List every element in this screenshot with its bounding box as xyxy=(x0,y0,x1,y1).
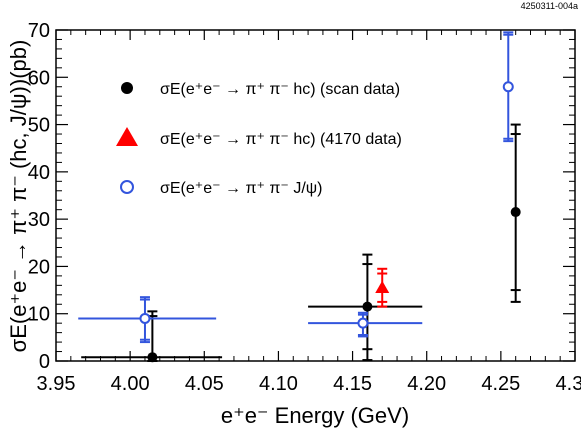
data-point xyxy=(139,312,151,324)
legend-label: σE(e⁺e⁻ → π⁺ π⁻ J/ψ) xyxy=(160,180,323,197)
series-0 xyxy=(81,123,521,363)
figure-id: 4250311-004a xyxy=(521,1,578,11)
legend-label: σE(e⁺e⁻ → π⁺ π⁻ hc) (4170 data) xyxy=(160,131,402,148)
legend-label: σE(e⁺e⁻ → π⁺ π⁻ hc) (scan data) xyxy=(160,81,400,98)
data-point xyxy=(357,317,369,329)
legend-marker xyxy=(116,127,138,146)
y-tick-label: 50 xyxy=(28,115,50,137)
series-2 xyxy=(78,31,514,344)
x-tick-label: 4.00 xyxy=(111,373,150,395)
legend: σE(e⁺e⁻ → π⁺ π⁻ hc) (scan data) σE(e⁺e⁻ →… xyxy=(116,81,402,197)
x-tick-label: 3.95 xyxy=(37,373,76,395)
x-tick-label: 4.15 xyxy=(333,373,372,395)
y-tick-label: 10 xyxy=(28,304,50,326)
x-tick-label: 4.10 xyxy=(259,373,298,395)
legend-marker xyxy=(120,180,134,194)
x-tick-label: 4.30 xyxy=(556,373,581,395)
plot-frame xyxy=(55,29,576,362)
y-axis-label: σE(e⁺e⁻ → π⁺ π⁻ (hc, J/ψ))(pb) xyxy=(6,40,31,353)
data-point xyxy=(375,280,390,293)
legend-marker xyxy=(121,82,133,94)
x-tick-label: 4.25 xyxy=(481,373,520,395)
y-tick-label: 20 xyxy=(28,256,50,278)
data-point xyxy=(510,207,521,218)
y-tick-label: 60 xyxy=(28,67,50,89)
x-tick-label: 4.05 xyxy=(185,373,224,395)
y-tick-label: 70 xyxy=(28,20,50,42)
data-point xyxy=(502,81,514,93)
data-point xyxy=(362,301,373,312)
x-tick-label: 4.20 xyxy=(407,373,446,395)
y-tick-label: 40 xyxy=(28,162,50,184)
data-marks xyxy=(78,31,521,363)
x-axis-label: e⁺e⁻ Energy (GeV) xyxy=(221,403,409,428)
series-1 xyxy=(375,267,390,308)
y-tick-label: 30 xyxy=(28,209,50,231)
data-point xyxy=(147,352,158,363)
ticks: 3.95 4.00 4.05 4.10 4.15 4.20 4.25 4.30 0 10 20 30 4… xyxy=(28,20,581,395)
y-tick-label: 0 xyxy=(39,351,50,373)
